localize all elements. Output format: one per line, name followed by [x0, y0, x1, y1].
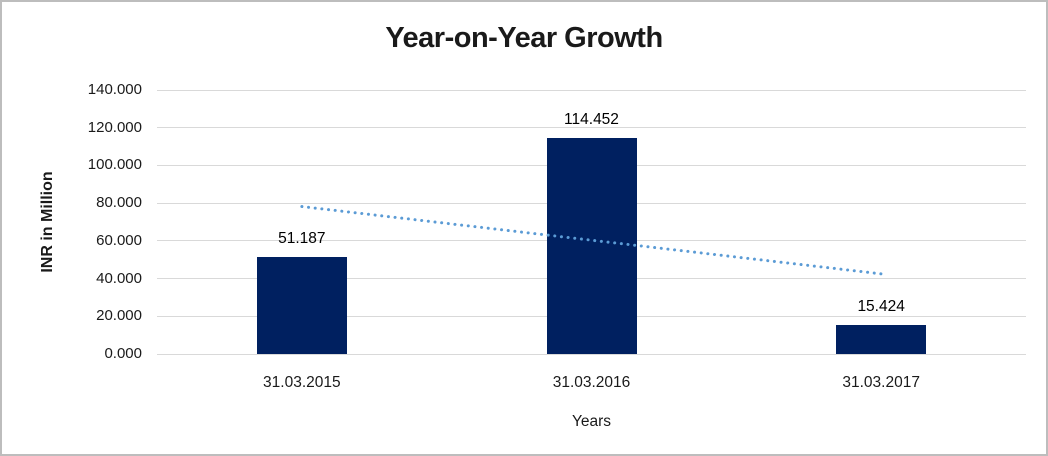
x-axis-title: Years: [571, 413, 612, 430]
x-tick-label: 31.03.2016: [552, 374, 631, 391]
chart-title: Year-on-Year Growth: [385, 22, 663, 54]
bar: [546, 138, 637, 354]
bar: [836, 324, 927, 354]
bar: [256, 257, 347, 354]
y-tick-label: 20.000: [96, 307, 142, 325]
gridline: [157, 89, 1026, 91]
x-tick-label: 31.03.2015: [263, 374, 341, 391]
y-tick-label: 60.000: [96, 231, 142, 249]
bar-value-label: 51.187: [278, 230, 326, 248]
x-tick-label: 31.03.2017: [842, 374, 920, 391]
y-tick-label: 100.000: [87, 156, 142, 174]
gridline: [157, 353, 1026, 355]
gridline: [157, 127, 1026, 129]
y-tick-label: 0.000: [104, 345, 142, 362]
plot-area: 51.187 114.452 15.424: [157, 89, 1026, 355]
y-tick-label: 80.000: [96, 194, 142, 212]
y-tick-label: 120.000: [87, 118, 142, 136]
bar-value-label: 15.424: [857, 297, 905, 315]
trendline: [300, 205, 883, 276]
y-axis-title: INR in Million: [39, 171, 56, 273]
y-tick-label: 40.000: [96, 269, 142, 287]
bar-value-label: 114.452: [564, 111, 619, 129]
y-tick-label: 140.000: [87, 81, 142, 98]
